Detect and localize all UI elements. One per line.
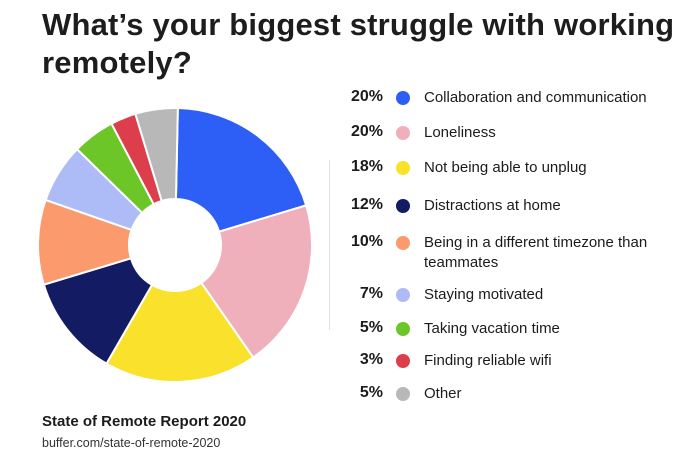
legend-swatch [396, 126, 410, 140]
legend-label: Loneliness [424, 124, 496, 141]
legend-label: Other [424, 385, 462, 402]
source-title: State of Remote Report 2020 [42, 413, 247, 430]
donut-slice-8 [134, 107, 179, 203]
legend-swatch [396, 354, 410, 368]
legend-swatch [396, 322, 410, 336]
legend-percent: 20% [350, 88, 383, 105]
legend-swatch [396, 161, 410, 175]
donut-slice-1 [199, 204, 313, 359]
legend-swatch [396, 236, 410, 250]
legend-swatch [396, 91, 410, 105]
chart-title: What’s your biggest struggle with workin… [42, 7, 675, 80]
legend-percent: 18% [350, 158, 383, 175]
legend-label: Being in a different timezone than teamm… [424, 234, 648, 271]
donut-chart [37, 107, 313, 383]
legend-percent: 20% [350, 123, 383, 140]
donut-slice-0 [174, 107, 308, 233]
legend-label: Taking vacation time [424, 320, 560, 337]
legend-label: Collaboration and communication [424, 89, 647, 106]
legend-label: Staying motivated [424, 286, 544, 303]
legend-percent: 7% [359, 285, 383, 302]
legend-percent: 3% [359, 351, 383, 368]
legend-swatch [396, 387, 410, 401]
legend-label: Not being able to unplug [424, 159, 587, 176]
legend-label: Distractions at home [424, 197, 561, 214]
legend-percent: 10% [350, 233, 383, 250]
legend-percent: 5% [359, 319, 383, 336]
legend-label: Finding reliable wifi [424, 352, 552, 369]
legend-swatch [396, 199, 410, 213]
legend-percent: 5% [359, 384, 383, 401]
legend-percent: 12% [350, 196, 383, 213]
divider [329, 160, 330, 330]
legend-swatch [396, 288, 410, 302]
donut-slice-2 [105, 281, 255, 383]
source-url: buffer.com/state-of-remote-2020 [42, 436, 221, 450]
